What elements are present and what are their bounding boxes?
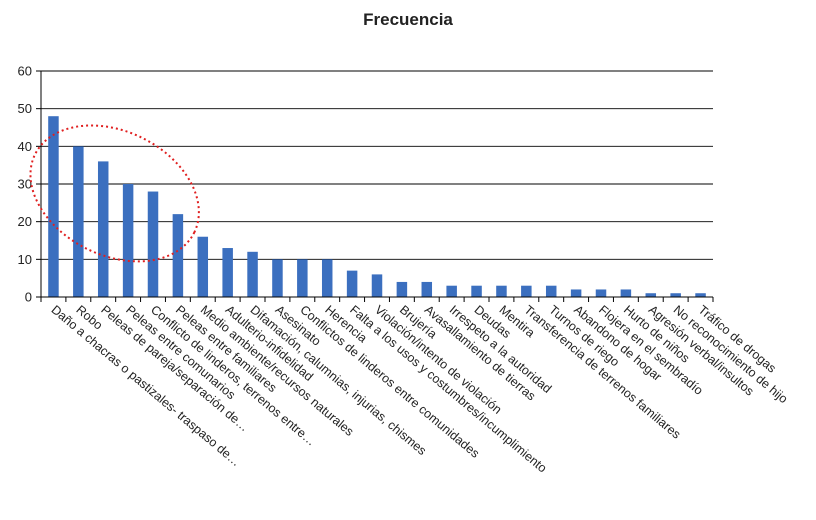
y-tick-label: 60 <box>18 64 32 79</box>
bar <box>272 259 283 297</box>
bar <box>396 281 408 297</box>
y-tick-label: 10 <box>18 252 32 267</box>
bar <box>297 259 308 297</box>
bar <box>48 116 59 297</box>
bar <box>471 285 482 297</box>
bar <box>122 184 134 297</box>
y-tick-label: 20 <box>18 214 32 229</box>
bar <box>371 274 383 297</box>
bar <box>446 285 457 297</box>
bar <box>222 248 233 297</box>
bar <box>172 214 184 297</box>
y-tick-label: 40 <box>18 139 32 154</box>
bar <box>595 289 607 297</box>
bar <box>421 281 433 297</box>
highlight-ellipse <box>29 124 200 263</box>
bar <box>73 146 84 297</box>
bar <box>346 270 358 297</box>
chart-title: Frecuencia <box>363 10 453 29</box>
bar <box>521 285 532 297</box>
bar <box>147 191 159 297</box>
bar <box>321 259 333 297</box>
y-tick-label: 30 <box>18 177 32 192</box>
bar <box>570 289 582 297</box>
bar <box>670 293 681 297</box>
bar <box>97 161 109 297</box>
bar <box>197 236 209 297</box>
bar <box>620 289 632 297</box>
bar <box>645 293 657 297</box>
y-tick-label: 50 <box>18 101 32 116</box>
bar <box>695 293 706 297</box>
bar <box>247 251 258 297</box>
bar <box>545 285 557 297</box>
bar <box>496 285 507 297</box>
y-tick-label: 0 <box>25 290 32 305</box>
